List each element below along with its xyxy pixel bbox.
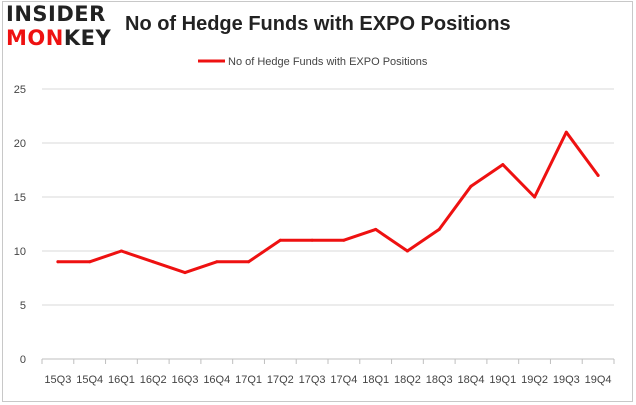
data-point — [247, 260, 251, 264]
insider-monkey-logo: INSIDER MONKEY — [6, 4, 118, 52]
x-tick-label: 16Q2 — [140, 374, 167, 386]
y-axis: 0 5 10 15 20 25 — [14, 84, 26, 366]
y-tick-label: 0 — [20, 354, 26, 366]
data-point — [564, 130, 568, 134]
logo-line2: MONKEY — [6, 26, 112, 50]
data-point — [405, 249, 409, 253]
data-point — [342, 238, 346, 242]
legend: No of Hedge Funds with EXPO Positions — [198, 56, 428, 68]
data-point — [183, 271, 187, 275]
x-tick-label: 15Q4 — [76, 374, 103, 386]
x-axis: 15Q3 15Q4 16Q1 16Q2 16Q3 16Q4 17Q1 17Q2 17Q3 17Q4… — [41, 358, 615, 386]
data-point — [151, 260, 155, 264]
y-tick-label: 25 — [14, 84, 26, 96]
data-point — [374, 227, 378, 231]
x-tick-label: 18Q1 — [362, 374, 389, 386]
x-tick-label: 16Q4 — [203, 374, 230, 386]
x-tick-label: 17Q1 — [235, 374, 262, 386]
x-tick-label: 18Q2 — [394, 374, 421, 386]
x-tick-label: 19Q1 — [489, 374, 516, 386]
x-tick-label: 19Q4 — [585, 374, 612, 386]
y-tick-label: 20 — [14, 138, 26, 150]
x-tick-label: 18Q3 — [426, 374, 453, 386]
x-tick-label: 17Q3 — [299, 374, 326, 386]
gridlines — [42, 88, 614, 306]
x-tick-label: 16Q3 — [172, 374, 199, 386]
data-point — [56, 260, 60, 264]
x-tick-label: 17Q2 — [267, 374, 294, 386]
x-tick-label: 16Q1 — [108, 374, 135, 386]
series-group — [56, 130, 600, 275]
data-point — [596, 173, 600, 177]
data-point — [437, 227, 441, 231]
chart-title: No of Hedge Funds with EXPO Positions — [125, 13, 511, 35]
x-tick-label: 17Q4 — [330, 374, 357, 386]
x-tick-label: 19Q2 — [521, 374, 548, 386]
data-point — [88, 260, 92, 264]
data-point — [215, 260, 219, 264]
y-tick-label: 15 — [14, 192, 26, 204]
data-point — [119, 249, 123, 253]
data-point — [310, 238, 314, 242]
y-tick-label: 5 — [20, 300, 26, 312]
x-tick-label: 15Q3 — [44, 374, 71, 386]
x-tick-label: 18Q4 — [458, 374, 485, 386]
data-point — [533, 195, 537, 199]
x-tick-label: 19Q3 — [553, 374, 580, 386]
legend-label: No of Hedge Funds with EXPO Positions — [228, 56, 428, 68]
data-point — [469, 184, 473, 188]
logo-line1: INSIDER — [6, 2, 106, 26]
y-tick-label: 10 — [14, 246, 26, 258]
data-point — [278, 238, 282, 242]
data-point — [501, 163, 505, 167]
series-line — [56, 130, 600, 275]
